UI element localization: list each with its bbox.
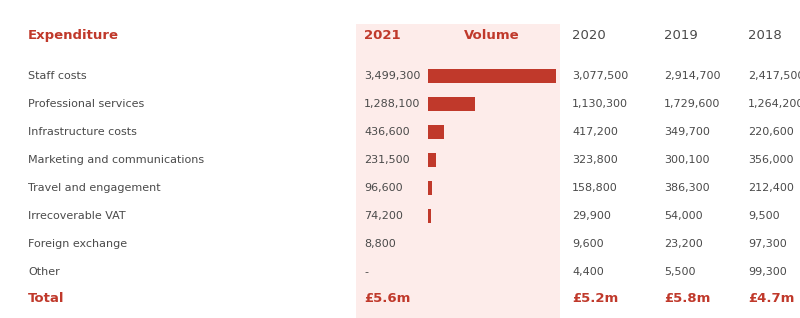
Text: Staff costs: Staff costs [28, 71, 86, 81]
Bar [428, 181, 431, 195]
Text: 2,914,700: 2,914,700 [664, 71, 721, 81]
Text: 9,500: 9,500 [748, 211, 780, 221]
Text: 231,500: 231,500 [364, 155, 410, 165]
Text: Total: Total [28, 292, 65, 305]
Bar [428, 153, 437, 167]
Text: Infrastructure costs: Infrastructure costs [28, 127, 137, 137]
Text: Foreign exchange: Foreign exchange [28, 239, 127, 249]
Text: £5.8m: £5.8m [664, 292, 710, 305]
Text: 1,729,600: 1,729,600 [664, 99, 720, 109]
Text: 23,200: 23,200 [664, 239, 702, 249]
Text: 74,200: 74,200 [364, 211, 403, 221]
Text: 9,600: 9,600 [572, 239, 604, 249]
Text: 2018: 2018 [748, 29, 782, 42]
Text: 54,000: 54,000 [664, 211, 702, 221]
Text: Other: Other [28, 267, 60, 277]
Text: Volume: Volume [464, 29, 520, 42]
Text: £5.2m: £5.2m [572, 292, 618, 305]
Text: 2,417,500: 2,417,500 [748, 71, 800, 81]
Text: £4.7m: £4.7m [748, 292, 794, 305]
Text: 1,130,300: 1,130,300 [572, 99, 628, 109]
Text: 2020: 2020 [572, 29, 606, 42]
Bar [356, 24, 560, 318]
Text: 4,400: 4,400 [572, 267, 604, 277]
Text: 436,600: 436,600 [364, 127, 410, 137]
Text: 8,800: 8,800 [364, 239, 396, 249]
Text: 96,600: 96,600 [364, 183, 402, 193]
Text: 99,300: 99,300 [748, 267, 786, 277]
Text: 417,200: 417,200 [572, 127, 618, 137]
Text: 212,400: 212,400 [748, 183, 794, 193]
Text: Professional services: Professional services [28, 99, 144, 109]
Text: Expenditure: Expenditure [28, 29, 119, 42]
Text: 349,700: 349,700 [664, 127, 710, 137]
Text: 356,000: 356,000 [748, 155, 794, 165]
Text: 3,499,300: 3,499,300 [364, 71, 420, 81]
Bar [428, 97, 475, 111]
Text: 3,077,500: 3,077,500 [572, 71, 628, 81]
Text: 220,600: 220,600 [748, 127, 794, 137]
Text: 2021: 2021 [364, 29, 401, 42]
Bar [428, 69, 556, 83]
Text: 386,300: 386,300 [664, 183, 710, 193]
Text: £5.6m: £5.6m [364, 292, 410, 305]
Text: Marketing and communications: Marketing and communications [28, 155, 204, 165]
Text: -: - [364, 267, 368, 277]
Text: 5,500: 5,500 [664, 267, 695, 277]
Text: 323,800: 323,800 [572, 155, 618, 165]
Bar [428, 125, 444, 139]
Text: 300,100: 300,100 [664, 155, 710, 165]
Text: 1,264,200: 1,264,200 [748, 99, 800, 109]
Text: 29,900: 29,900 [572, 211, 611, 221]
Text: 97,300: 97,300 [748, 239, 786, 249]
Text: 158,800: 158,800 [572, 183, 618, 193]
Text: Irrecoverable VAT: Irrecoverable VAT [28, 211, 126, 221]
Text: 1,288,100: 1,288,100 [364, 99, 420, 109]
Text: Travel and engagement: Travel and engagement [28, 183, 161, 193]
Text: 2019: 2019 [664, 29, 698, 42]
Bar [428, 209, 430, 223]
